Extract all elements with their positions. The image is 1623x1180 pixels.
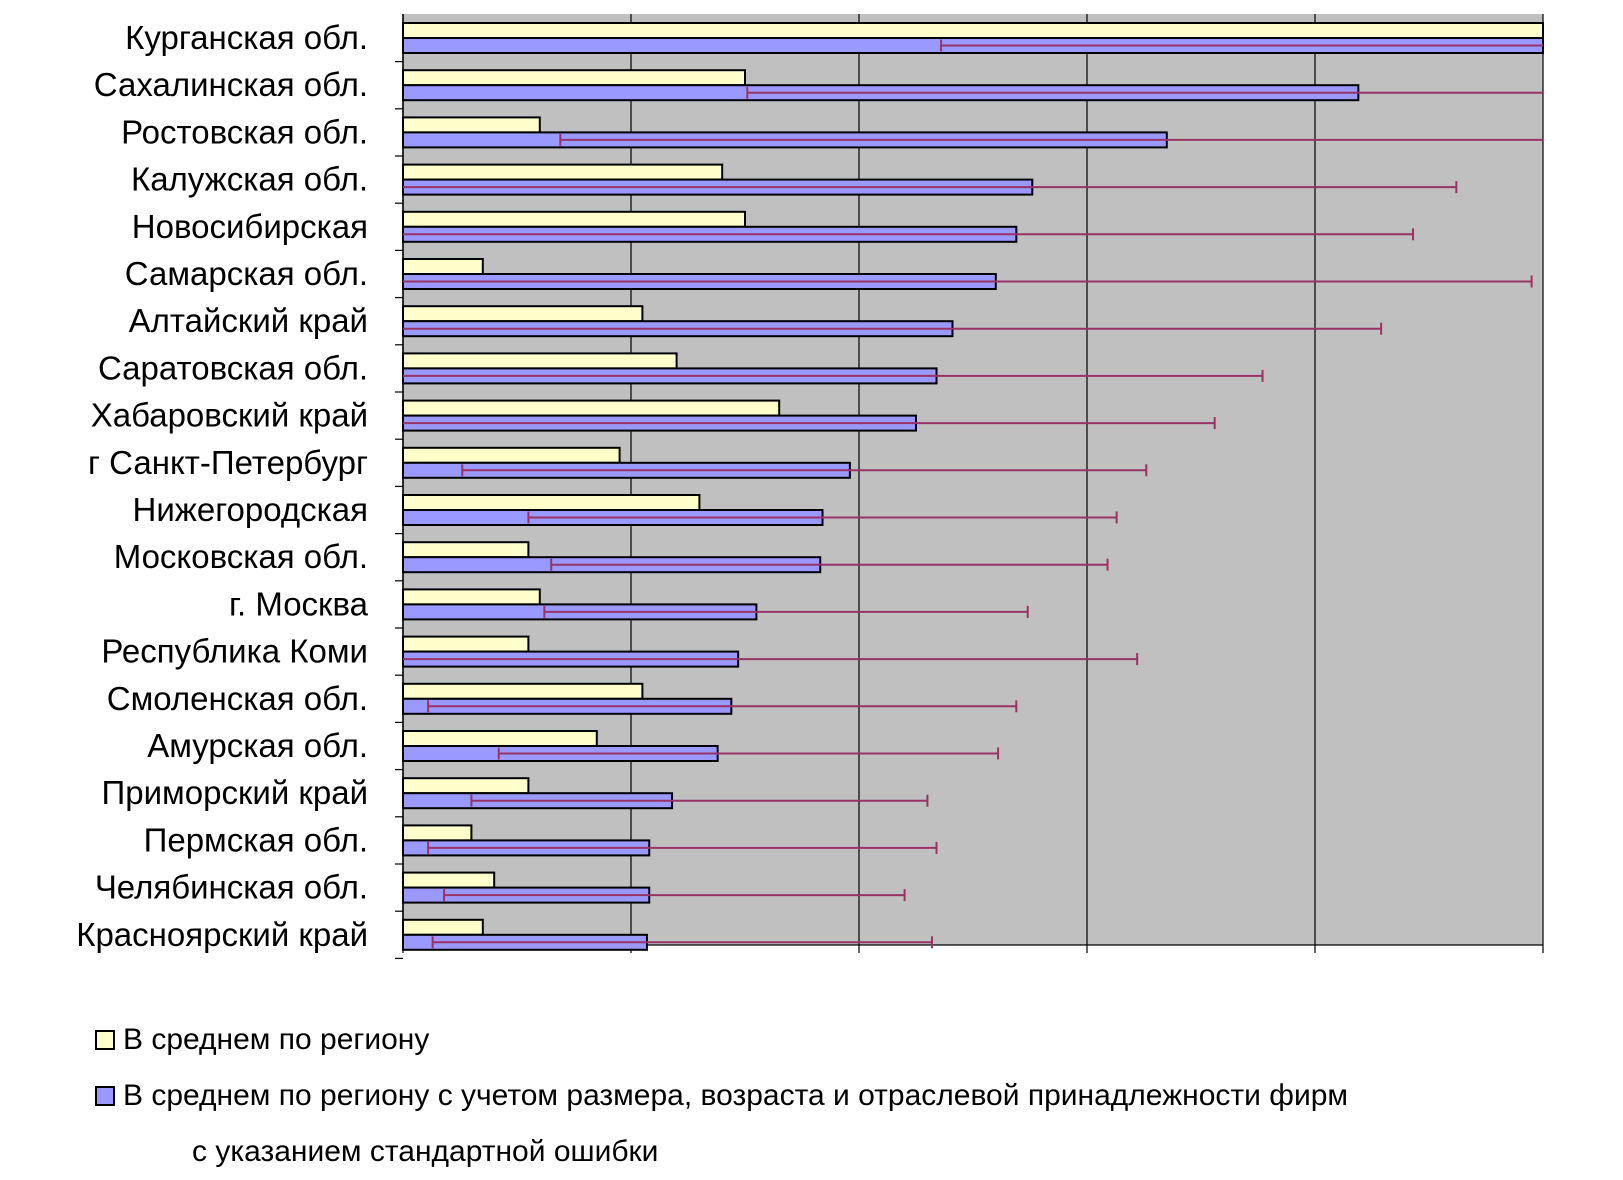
- category-label-11: Московская обл.: [114, 538, 368, 575]
- bar-regional-average-2: [402, 116, 541, 134]
- category-label-0: Курганская обл.: [125, 19, 368, 56]
- category-label-1: Сахалинская обл.: [94, 66, 368, 103]
- legend-label-adjusted-average: В среднем по региону с учетом размера, в…: [123, 1079, 1349, 1112]
- bar-regional-average-7: [402, 352, 678, 370]
- legend: В среднем по региону В среднем по регион…: [95, 1022, 1348, 1170]
- bar-regional-average-4: [402, 210, 746, 228]
- bar-regional-average-0: [402, 22, 1544, 39]
- category-label-17: Пермская обл.: [144, 821, 368, 858]
- bar-regional-average-11: [402, 541, 530, 559]
- category-label-9: г Санкт-Петербург: [88, 444, 368, 481]
- category-label-19: Красноярский край: [76, 916, 368, 953]
- category-label-18: Челябинская обл.: [95, 869, 368, 906]
- category-label-8: Хабаровский край: [91, 397, 368, 434]
- category-label-7: Саратовская обл.: [98, 349, 368, 386]
- legend-note-standard-error: с указанием стандартной ошибки: [192, 1135, 659, 1168]
- category-label-6: Алтайский край: [129, 302, 368, 339]
- legend-item-regional-average: В среднем по региону: [95, 1022, 1348, 1058]
- category-label-13: Республика Коми: [101, 633, 368, 670]
- legend-swatch-regional-average: [95, 1030, 115, 1050]
- category-label-2: Ростовская обл.: [121, 113, 368, 150]
- category-label-5: Самарская обл.: [125, 255, 368, 292]
- bar-regional-average-16: [402, 777, 530, 795]
- bar-regional-average-17: [402, 824, 473, 842]
- bar-regional-average-6: [402, 305, 644, 323]
- bar-regional-average-3: [402, 163, 724, 181]
- category-label-16: Приморский край: [102, 774, 368, 811]
- legend-item-adjusted-average: В среднем по региону с учетом размера, в…: [95, 1078, 1348, 1114]
- bar-regional-average-14: [402, 682, 644, 700]
- bar-regional-average-18: [402, 871, 496, 889]
- category-label-10: Нижегородская: [133, 491, 368, 528]
- bar-regional-average-5: [402, 258, 484, 275]
- bar-regional-average-15: [402, 730, 598, 747]
- legend-swatch-adjusted-average: [95, 1086, 115, 1106]
- bar-regional-average-8: [402, 399, 781, 417]
- legend-label-regional-average: В среднем по региону: [123, 1023, 430, 1056]
- bar-regional-average-1: [402, 69, 746, 87]
- category-label-15: Амурская обл.: [147, 727, 368, 764]
- bar-regional-average-12: [402, 588, 541, 606]
- category-label-3: Калужская обл.: [131, 161, 368, 198]
- category-label-12: г. Москва: [229, 585, 369, 622]
- bar-regional-average-13: [402, 635, 530, 653]
- bar-regional-average-9: [402, 446, 621, 464]
- bar-regional-average-19: [402, 918, 484, 936]
- category-label-14: Смоленская обл.: [107, 680, 368, 717]
- bar-regional-average-10: [402, 494, 701, 511]
- category-label-4: Новосибирская: [132, 208, 368, 245]
